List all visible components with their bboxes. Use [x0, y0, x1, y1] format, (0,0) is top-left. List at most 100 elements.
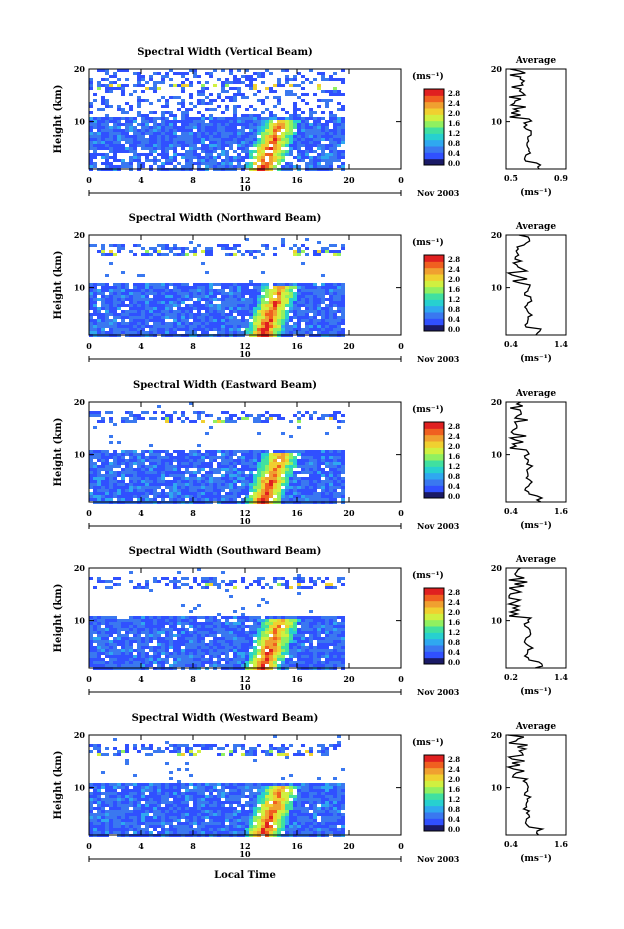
heatmap-cell [321, 126, 325, 129]
heatmap-cell [145, 123, 149, 126]
heatmap-cell [309, 283, 313, 286]
heatmap-cell [137, 325, 141, 328]
heatmap-cell [313, 480, 317, 483]
heatmap-cell [317, 456, 321, 459]
heatmap-cell [269, 417, 273, 420]
heatmap-cell [269, 90, 273, 93]
heatmap-cell [109, 441, 113, 444]
heatmap-cell [97, 628, 101, 631]
heatmap-cell [197, 292, 201, 295]
heatmap-cell [217, 165, 221, 168]
heatmap-cell [181, 301, 185, 304]
heatmap-cell [121, 471, 125, 474]
heatmap-cell [101, 649, 105, 652]
heatmap-cell [313, 298, 317, 301]
heatmap-cell [249, 316, 253, 319]
heatmap-cell [173, 328, 177, 331]
heatmap-cell [113, 286, 117, 289]
heatmap-cell [113, 87, 117, 90]
heatmap-cell [189, 489, 193, 492]
heatmap-cell [273, 492, 277, 495]
heatmap-cell [97, 649, 101, 652]
heatmap-cell [97, 619, 101, 622]
heatmap-cell [261, 643, 265, 646]
heatmap-cell [169, 304, 173, 307]
panel-title: Spectral Width (Northward Beam) [129, 213, 322, 224]
heatmap-cell [197, 165, 201, 168]
heatmap-cell [181, 253, 185, 256]
heatmap-cell [157, 474, 161, 477]
heatmap-cell [341, 292, 345, 295]
heatmap-cell [149, 289, 153, 292]
heatmap-cell [101, 286, 105, 289]
heatmap-cell [313, 144, 317, 147]
heatmap-cell [321, 153, 325, 156]
heatmap-cell [209, 93, 213, 96]
heatmap-cell [325, 310, 329, 313]
heatmap-cell [225, 456, 229, 459]
heatmap-cell [177, 652, 181, 655]
heatmap-cell [181, 81, 185, 84]
heatmap-cell [129, 619, 133, 622]
heatmap-cell [193, 607, 197, 610]
heatmap-cell [149, 640, 153, 643]
heatmap-cell [105, 90, 109, 93]
heatmap-cell [201, 304, 205, 307]
heatmap-cell [249, 250, 253, 253]
heatmap-cell [285, 90, 289, 93]
heatmap-cell [293, 105, 297, 108]
heatmap-cell [137, 165, 141, 168]
heatmap-cell [189, 480, 193, 483]
heatmap-cell [245, 126, 249, 129]
heatmap-cell [221, 295, 225, 298]
colorbar-tick-label: 0.4 [448, 149, 460, 158]
heatmap-cell [153, 580, 157, 583]
heatmap-cell [181, 165, 185, 168]
heatmap-cell [229, 99, 233, 102]
heatmap-cell [297, 159, 301, 162]
heatmap-cell [101, 420, 105, 423]
heatmap-cell [101, 456, 105, 459]
heatmap-cell [113, 625, 117, 628]
heatmap-cell [321, 159, 325, 162]
heatmap-cell [109, 126, 113, 129]
heatmap-cell [317, 295, 321, 298]
heatmap-cell [113, 471, 117, 474]
heatmap-cell [261, 622, 265, 625]
heatmap-cell [153, 286, 157, 289]
heatmap-cell [245, 319, 249, 322]
heatmap-cell [185, 661, 189, 664]
heatmap-cell [237, 489, 241, 492]
heatmap-cell [249, 480, 253, 483]
heatmap-cell [141, 129, 145, 132]
heatmap-cell [113, 450, 117, 453]
heatmap-cell [157, 652, 161, 655]
heatmap-cell [177, 619, 181, 622]
heatmap-cell [337, 129, 341, 132]
heatmap-cell [113, 147, 117, 150]
heatmap-cell [229, 465, 233, 468]
heatmap-cell [149, 625, 153, 628]
heatmap-cell [117, 117, 121, 120]
heatmap-cell [333, 453, 337, 456]
heatmap-cell [157, 253, 161, 256]
heatmap-cell [157, 298, 161, 301]
heatmap-cell [221, 649, 225, 652]
colorbar-swatch [424, 139, 444, 147]
heatmap-cell [181, 640, 185, 643]
heatmap-cell [213, 625, 217, 628]
heatmap-cell [125, 120, 129, 123]
heatmap-cell [277, 84, 281, 87]
heatmap-cell [121, 144, 125, 147]
heatmap-cell [325, 138, 329, 141]
heatmap-cell [253, 450, 257, 453]
heatmap-cell [269, 135, 273, 138]
heatmap-cell [157, 117, 161, 120]
heatmap-cell [89, 316, 93, 319]
heatmap-cell [341, 295, 345, 298]
heatmap-cell [297, 289, 301, 292]
heatmap-cell [273, 150, 277, 153]
heatmap-cell [309, 417, 313, 420]
heatmap-cell [113, 649, 117, 652]
heatmap-cell [181, 465, 185, 468]
